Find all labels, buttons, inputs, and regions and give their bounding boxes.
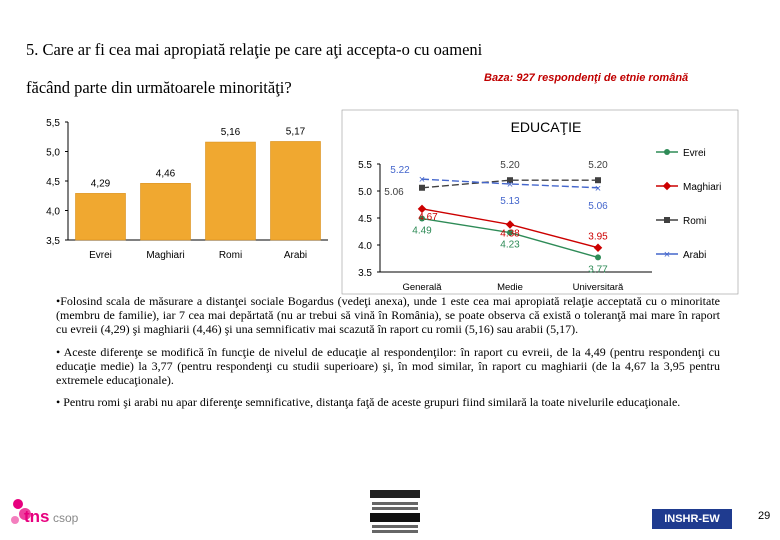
bar-value-label: 4,46 [156, 168, 176, 179]
bar-maghiari [140, 183, 191, 241]
line-x-tick-label: Generală [402, 282, 442, 293]
svg-text:tns: tns [24, 507, 50, 526]
bar-value-label: 4,29 [91, 178, 111, 189]
series-value-label: 5.20 [500, 160, 520, 171]
series-value-label: 4.38 [500, 228, 520, 239]
legend-label-arabi: Arabi [683, 250, 706, 261]
marker-romi [595, 177, 601, 184]
bar-evrei [75, 193, 126, 241]
marker-evrei [595, 254, 601, 261]
line-x-tick-label: Medie [497, 282, 523, 293]
marker-maghiari [417, 204, 427, 214]
marker-evrei [419, 215, 425, 222]
bar-y-tick-label: 4,5 [46, 177, 60, 188]
series-line-arabi [421, 178, 599, 189]
inshr-badge: INSHR-EW [652, 509, 732, 529]
line-y-tick-label: 4.5 [358, 214, 372, 225]
legend-label-evrei: Evrei [683, 148, 706, 159]
series-value-label: 5.13 [500, 196, 520, 207]
marker-arabi: × [595, 183, 601, 195]
legend-label-romi: Romi [683, 216, 706, 227]
series-line-romi [421, 179, 598, 189]
bar-romi [205, 141, 256, 241]
line-y-tick-label: 5.5 [358, 160, 372, 171]
taskforce-logo [368, 488, 422, 536]
tns-csop-logo: tns csop [11, 499, 79, 526]
legend-marker: × [664, 249, 670, 261]
commentary-paragraph-1: •Folosind scala de măsurare a distanţei … [56, 294, 720, 337]
series-value-label: 3.95 [588, 232, 608, 243]
marker-romi [507, 177, 513, 184]
line-y-tick-label: 3.5 [358, 268, 372, 279]
bar-category-label: Evrei [89, 250, 112, 261]
commentary: •Folosind scala de măsurare a distanţei … [56, 294, 720, 417]
legend-marker [664, 217, 670, 223]
line-chart-frame [341, 109, 739, 295]
commentary-paragraph-2: • Aceste diferenţe se modifică în funcţi… [56, 344, 720, 388]
bar-category-label: Maghiari [146, 250, 184, 261]
series-value-label: 3.77 [588, 264, 608, 275]
bar-category-label: Arabi [284, 250, 307, 261]
line-x-tick-label: Universitară [573, 282, 624, 293]
series-value-label: 5.06 [588, 201, 608, 212]
marker-arabi: × [507, 179, 513, 191]
bar-value-label: 5,16 [221, 127, 241, 138]
series-value-label: 5.06 [384, 187, 404, 198]
series-value-label: 5.20 [588, 160, 608, 171]
series-value-label: 5.22 [390, 165, 410, 176]
bar-y-tick-label: 5,0 [46, 148, 60, 159]
commentary-paragraph-3: • Pentru romi şi arabi nu apar diferenţe… [56, 395, 681, 410]
bar-category-label: Romi [219, 250, 242, 261]
bar-y-tick-label: 5,5 [46, 118, 60, 129]
series-value-label: 4.23 [500, 240, 520, 251]
bar-y-tick-label: 4,0 [46, 207, 60, 218]
sample-basis: Baza: 927 respondenţi de etnie română [484, 72, 689, 84]
legend-label-maghiari: Maghiari [683, 182, 721, 193]
bar-value-label: 5,17 [286, 126, 306, 137]
bar-arabi [270, 141, 321, 241]
svg-text:csop: csop [53, 511, 79, 525]
marker-romi [419, 184, 425, 191]
slide-title-line2: făcând parte din următoarele minorităţi? [26, 78, 292, 97]
series-value-label: 4.49 [412, 226, 432, 237]
line-y-tick-label: 5.0 [358, 187, 372, 198]
bar-y-tick-label: 3,5 [46, 236, 60, 247]
page-number: 29 [758, 510, 771, 522]
marker-arabi: × [419, 174, 425, 186]
line-y-tick-label: 4.0 [358, 241, 372, 252]
series-value-label: 4.67 [418, 212, 438, 223]
legend-marker [664, 149, 670, 155]
line-chart-title: EDUCAŢIE [511, 119, 582, 135]
charts-canvas: 3,5 4,0 4,5 5,0 5,5 4,29 Evrei 4,46 Maghiari 5,16… [46, 109, 739, 295]
slide-title-line1: 5. Care ar fi cea mai apropiată relaţie … [26, 40, 483, 59]
marker-evrei [507, 229, 513, 236]
